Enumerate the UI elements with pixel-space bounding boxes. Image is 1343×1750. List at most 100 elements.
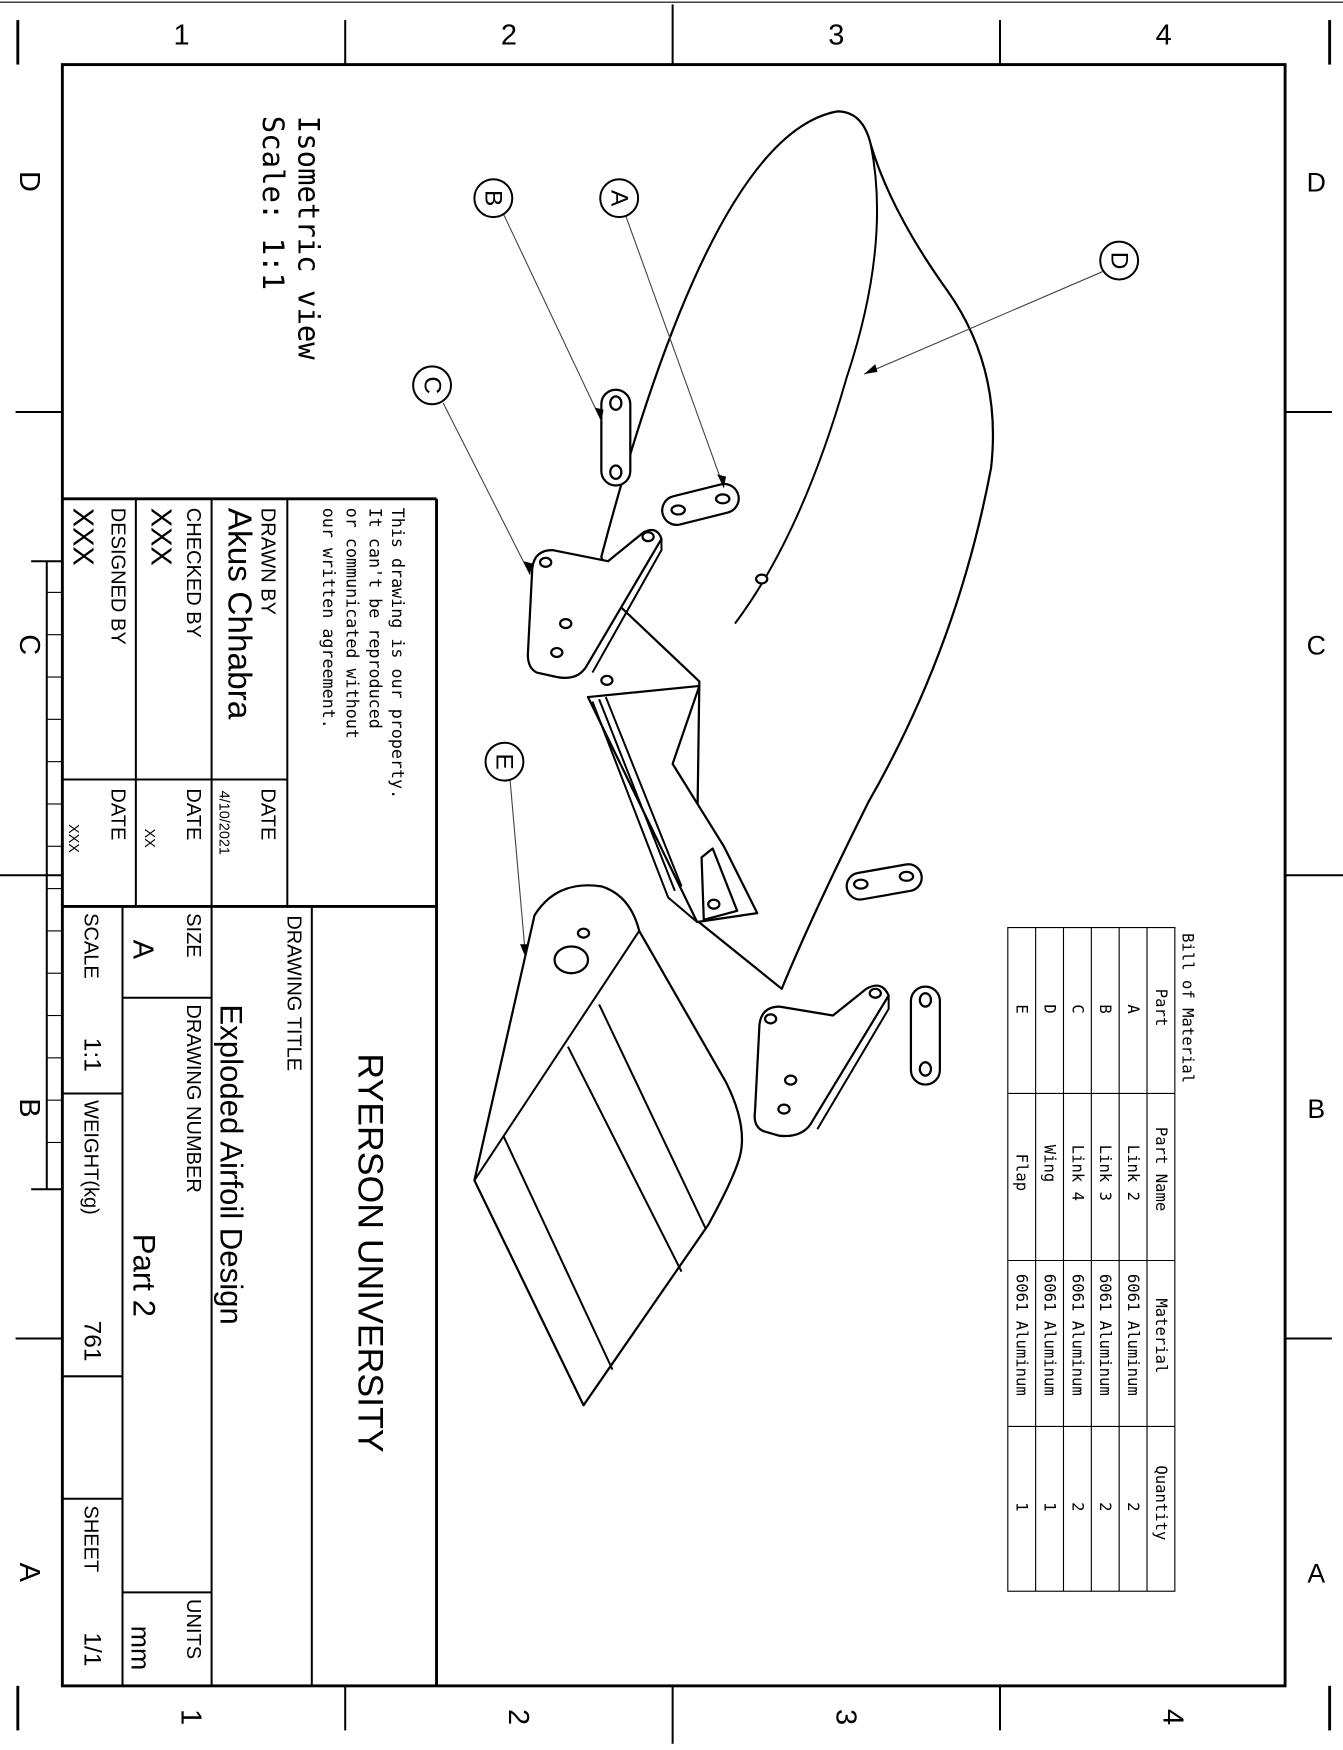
sheet-label: SHEET (80, 1505, 102, 1572)
column-label: 4 (1157, 1709, 1189, 1725)
link-3-part-b-copy (909, 985, 941, 1086)
bom-row: D Wing 6061 Aluminum 1 (1041, 1004, 1059, 1511)
bom-header: Quantity (1152, 1465, 1170, 1540)
link-2-part-a-copy (845, 863, 923, 901)
units-value: mm (125, 1626, 155, 1671)
checked-by-section: CHECKED BY XXX DATE XX (141, 508, 204, 848)
row-labels-right: D C B A (1307, 168, 1326, 1589)
checked-by-value: XXX (144, 508, 176, 566)
bom-row: E Flap 6061 Aluminum 1 (1013, 1004, 1031, 1511)
units-label: UNITS (182, 1599, 204, 1659)
bom-cell: C (1068, 1004, 1086, 1013)
bom-cell: E (1013, 1004, 1031, 1013)
balloon-label: C (418, 376, 445, 394)
drawn-by-value: Akus Chhabra (220, 508, 257, 720)
column-label: 1 (173, 20, 189, 52)
bom-cell: 6061 Aluminum (1096, 1274, 1114, 1396)
link-4-part-c-copy (753, 984, 890, 1138)
link-3-part-b (600, 388, 632, 487)
bom-cell: Wing (1041, 1145, 1059, 1183)
sheet-value: 1/1 (79, 1632, 106, 1666)
bom-cell: 2 (1096, 1502, 1114, 1511)
isometric-assembly: A B C D E (412, 110, 1140, 1407)
row-label: A (13, 1563, 45, 1583)
balloon-label: D (1105, 252, 1132, 270)
bom-header: Part Name (1152, 1127, 1170, 1211)
row-label: A (1307, 1558, 1325, 1588)
checked-by-label: CHECKED BY (182, 508, 204, 638)
column-labels-bottom: 1 2 3 4 (175, 1709, 1189, 1725)
row-labels-left: D C B A (13, 171, 45, 1583)
scale-value: 1:1 (79, 1038, 106, 1072)
designed-by-section: DESIGNED BY XXX DATE XXX (65, 508, 128, 854)
bom-header: Material (1152, 1298, 1170, 1373)
bom-title: Bill of Material (1179, 933, 1197, 1083)
balloons: A B C D E (412, 178, 1140, 782)
column-label: 3 (828, 20, 844, 52)
checked-date-value: XX (141, 828, 157, 848)
view-title: Isometric view (291, 116, 325, 360)
bom-cell: 2 (1068, 1502, 1086, 1511)
row-label: C (13, 634, 45, 655)
row-label: B (13, 1098, 45, 1117)
company-name: RYERSON UNIVERSITY (351, 1053, 391, 1452)
weight-value: 761 (79, 1321, 106, 1362)
arrow-icon (523, 561, 533, 575)
scale-label: SCALE (80, 913, 102, 979)
drawing-number: Part 2 (127, 1234, 162, 1317)
drawn-date-label: DATE (257, 788, 279, 840)
bom-row: A Link 2 6061 Aluminum 2 (1124, 1004, 1142, 1511)
bom-cell: Flap (1013, 1154, 1031, 1192)
balloon-label: E (491, 753, 518, 769)
designed-by-value: XXX (66, 508, 98, 566)
designed-date-value: XXX (65, 824, 81, 853)
scale-ruler (31, 560, 63, 1191)
column-label: 4 (1156, 20, 1172, 52)
bom-cell: 1 (1013, 1502, 1031, 1511)
arrow-icon (520, 944, 529, 958)
row-label: B (1307, 1094, 1325, 1124)
bom-row: B Link 3 6061 Aluminum 2 (1096, 1004, 1114, 1511)
drawn-by-label: DRAWN BY (257, 508, 279, 615)
bom-cell: Link 3 (1096, 1145, 1114, 1201)
designed-by-label: DESIGNED BY (106, 508, 128, 645)
bom-cell: Link 4 (1068, 1145, 1086, 1201)
size-value: A (127, 940, 159, 960)
balloon-b: B (473, 178, 514, 219)
drawing-title-label: DRAWING TITLE (282, 915, 304, 1071)
column-label: 2 (502, 1709, 534, 1725)
bom-cell: B (1096, 1004, 1114, 1013)
balloon-label: B (480, 190, 507, 206)
balloon-a: A (599, 178, 640, 219)
view-scale: Scale: 1:1 (256, 116, 290, 290)
designed-date-label: DATE (106, 788, 128, 840)
link-2-part-a (661, 482, 740, 526)
bom-cell: 6061 Aluminum (1041, 1274, 1059, 1396)
bom-cell: 6061 Aluminum (1068, 1274, 1086, 1396)
bom-cell: 6061 Aluminum (1013, 1274, 1031, 1396)
row-label: C (1307, 631, 1326, 661)
link-4-part-c (526, 528, 663, 679)
bom-header: Part (1152, 989, 1170, 1027)
wing-part-d (586, 110, 995, 990)
size-label: SIZE (182, 913, 204, 958)
bom-cell: 6061 Aluminum (1124, 1274, 1142, 1396)
drawn-date-value: 4/10/2021 (215, 791, 231, 855)
bom-cell: Link 2 (1124, 1145, 1142, 1201)
checked-date-label: DATE (182, 788, 204, 840)
bom-cell: A (1124, 1004, 1142, 1014)
column-label: 1 (175, 1709, 207, 1725)
drawing-number-label: DRAWING NUMBER (182, 1004, 204, 1192)
balloon-d: D (1099, 240, 1140, 281)
row-label: D (1307, 168, 1326, 198)
arrow-icon (717, 474, 727, 488)
notice-line: This drawing is our property. (388, 508, 408, 799)
balloon-label: A (605, 190, 632, 207)
arrow-icon (864, 364, 878, 375)
notice-line: our written agreement. (319, 508, 339, 729)
column-label: 3 (829, 1709, 861, 1725)
title-block: This drawing is our property. It can't b… (31, 497, 438, 1686)
flap-part-e (473, 884, 744, 1407)
